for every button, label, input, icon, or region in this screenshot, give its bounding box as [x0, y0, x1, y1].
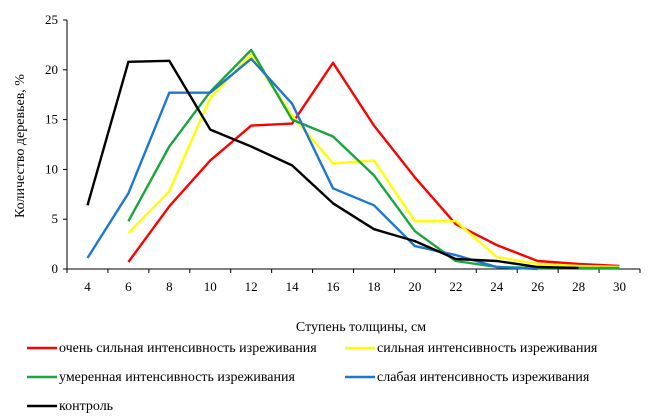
x-axis-title: Ступень толщины, см — [296, 320, 426, 335]
y-tick-label: 20 — [45, 62, 58, 77]
legend-label: очень сильная интенсивность изреживания — [59, 341, 317, 356]
y-tick-label: 15 — [45, 112, 58, 127]
x-tick-label: 20 — [408, 279, 421, 294]
y-tick-label: 10 — [45, 161, 58, 176]
y-tick-label: 25 — [45, 12, 58, 27]
x-tick-label: 18 — [367, 279, 380, 294]
legend-item: слабая интенсивность изреживания — [345, 370, 590, 385]
series-line-1 — [127, 61, 620, 268]
y-tick-label: 5 — [52, 211, 59, 226]
x-tick-label: 16 — [327, 279, 341, 294]
x-tick-label: 28 — [572, 279, 585, 294]
y-axis-title: Количество деревьев, % — [13, 74, 28, 218]
legend-label: сильная интенсивность изреживания — [377, 341, 598, 356]
legend-label: контроль — [59, 399, 113, 414]
x-tick-label: 6 — [125, 279, 132, 294]
legend-item: сильная интенсивность изреживания — [345, 341, 598, 356]
x-tick-label: 14 — [286, 279, 300, 294]
x-tick-label: 30 — [613, 279, 626, 294]
x-tick-label: 26 — [531, 279, 545, 294]
series-line-3 — [127, 48, 620, 270]
x-tick-label: 8 — [166, 279, 173, 294]
x-tick-label: 10 — [204, 279, 217, 294]
plot-area: 0 5 10 15 20 25 4 6 8 10 12 14 16 18 20 22 24 26 28 30 — [45, 12, 641, 294]
legend: очень сильная интенсивность изреживания с… — [27, 341, 598, 414]
series-layer — [86, 48, 620, 271]
legend-item: очень сильная интенсивность изреживания — [27, 341, 317, 356]
legend-label: слабая интенсивность изреживания — [377, 370, 590, 385]
series-line-5 — [86, 59, 579, 270]
legend-item: умеренная интенсивность изреживания — [27, 370, 295, 385]
y-tick-label: 0 — [52, 261, 59, 276]
series-line-4 — [86, 57, 538, 271]
legend-item: контроль — [27, 399, 113, 414]
x-tick-label: 12 — [245, 279, 258, 294]
legend-label: умеренная интенсивность изреживания — [59, 370, 295, 385]
x-tick-label: 4 — [84, 279, 91, 294]
series-line-2 — [127, 53, 620, 269]
x-tick-label: 24 — [490, 279, 504, 294]
x-tick-label: 22 — [449, 279, 462, 294]
